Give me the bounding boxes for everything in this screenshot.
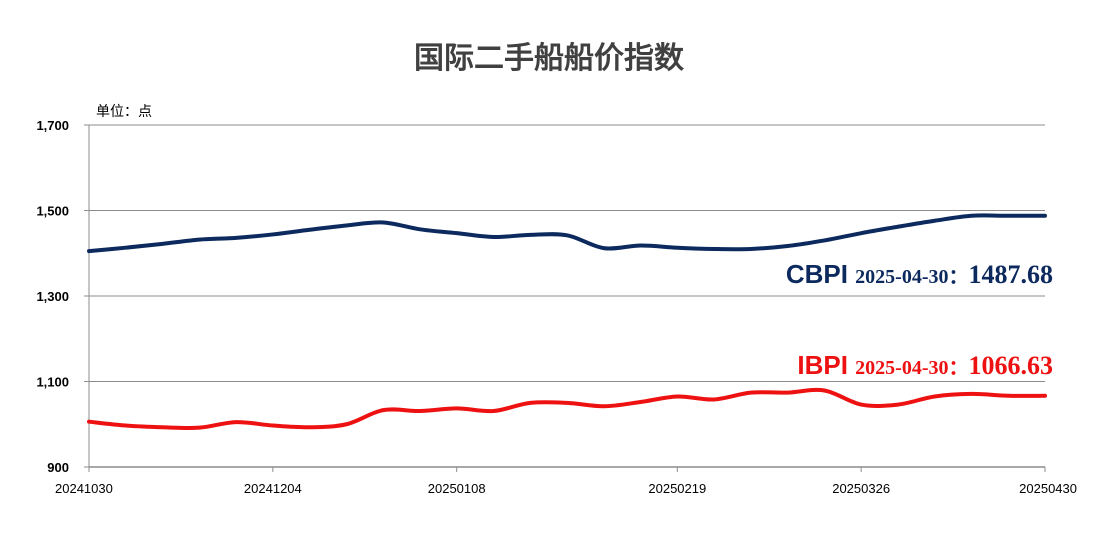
x-tick-label: 20241030: [55, 481, 113, 496]
unit-label: 单位：点: [96, 103, 152, 119]
axes: [84, 124, 1046, 472]
y-tick-label: 1,300: [36, 289, 69, 304]
series-lines: [87, 213, 1047, 431]
cbpi-label: CBPI 2025-04-30：1487.68: [786, 259, 1053, 289]
grid-lines: [89, 124, 1045, 382]
x-tick-label: 20250108: [428, 481, 486, 496]
cbpi-label-value: 1487.68: [969, 260, 1054, 289]
y-tick-label: 1,700: [36, 118, 69, 133]
chart-title: 国际二手船船价指数: [414, 42, 685, 75]
y-tick-label: 1,500: [36, 204, 69, 219]
y-tick-label: 900: [47, 460, 69, 475]
x-tick-label: 20250219: [648, 481, 706, 496]
ibpi-label: IBPI 2025-04-30：1066.63: [797, 350, 1053, 380]
x-tick-label: 20241204: [244, 481, 302, 496]
x-axis-ticks: 20241030 20241204 20250108 20250219 20250326…: [55, 481, 1077, 496]
ibpi-label-date: 2025-04-30：: [855, 357, 968, 379]
y-axis-ticks: 900 1,100 1,300 1,500 1,700: [36, 118, 69, 475]
x-tick-label: 20250326: [832, 481, 890, 496]
ibpi-label-value: 1066.63: [969, 351, 1054, 380]
ibpi-line: [87, 387, 1047, 431]
cbpi-label-date: 2025-04-30：: [855, 266, 968, 288]
cbpi-line: [87, 213, 1047, 254]
y-tick-label: 1,100: [36, 375, 69, 390]
ibpi-label-name: IBPI: [797, 350, 855, 380]
cbpi-label-name: CBPI: [786, 259, 855, 289]
x-tick-label: 20250430: [1019, 481, 1077, 496]
